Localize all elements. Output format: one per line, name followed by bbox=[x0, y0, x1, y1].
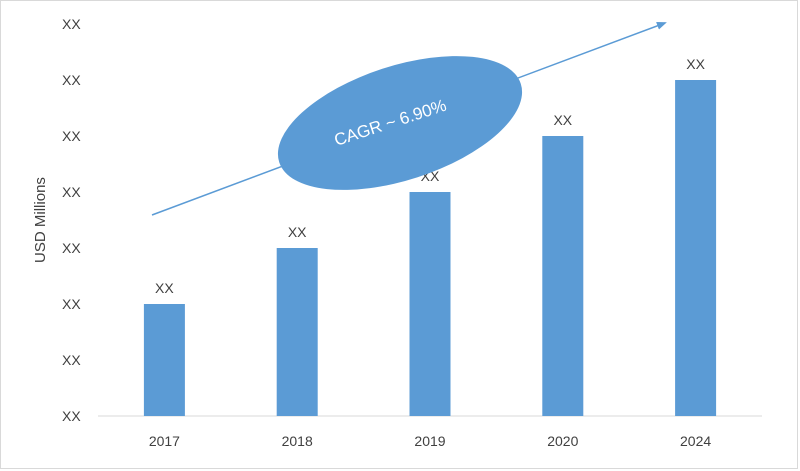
x-tick-label-2018: 2018 bbox=[282, 433, 313, 449]
bar-2017 bbox=[143, 304, 185, 416]
bar-2019 bbox=[409, 192, 451, 416]
x-axis-tick-labels: 2017 2018 2019 2020 2024 bbox=[149, 433, 712, 449]
bar-2024 bbox=[675, 80, 717, 416]
y-tick-label: XX bbox=[62, 296, 81, 312]
y-axis-tick-labels: XX XX XX XX XX XX XX XX bbox=[62, 16, 81, 424]
cagr-ellipse bbox=[277, 56, 523, 190]
y-tick-label: XX bbox=[62, 72, 81, 88]
y-tick-label: XX bbox=[62, 352, 81, 368]
x-tick-label-2024: 2024 bbox=[680, 433, 711, 449]
y-tick-label: XX bbox=[62, 408, 81, 424]
x-tick-label-2019: 2019 bbox=[414, 433, 445, 449]
data-label-2024: XX bbox=[686, 56, 705, 72]
y-axis-label: USD Millions bbox=[32, 177, 49, 263]
bar-2020 bbox=[542, 136, 584, 416]
x-tick-label-2017: 2017 bbox=[149, 433, 180, 449]
y-tick-label: XX bbox=[62, 16, 81, 32]
data-label-2017: XX bbox=[155, 280, 174, 296]
data-label-2020: XX bbox=[553, 112, 572, 128]
y-tick-label: XX bbox=[62, 240, 81, 256]
data-label-2018: XX bbox=[288, 224, 307, 240]
y-tick-label: XX bbox=[62, 184, 81, 200]
x-tick-label-2020: 2020 bbox=[547, 433, 578, 449]
bar-2018 bbox=[276, 248, 318, 416]
y-tick-label: XX bbox=[62, 128, 81, 144]
